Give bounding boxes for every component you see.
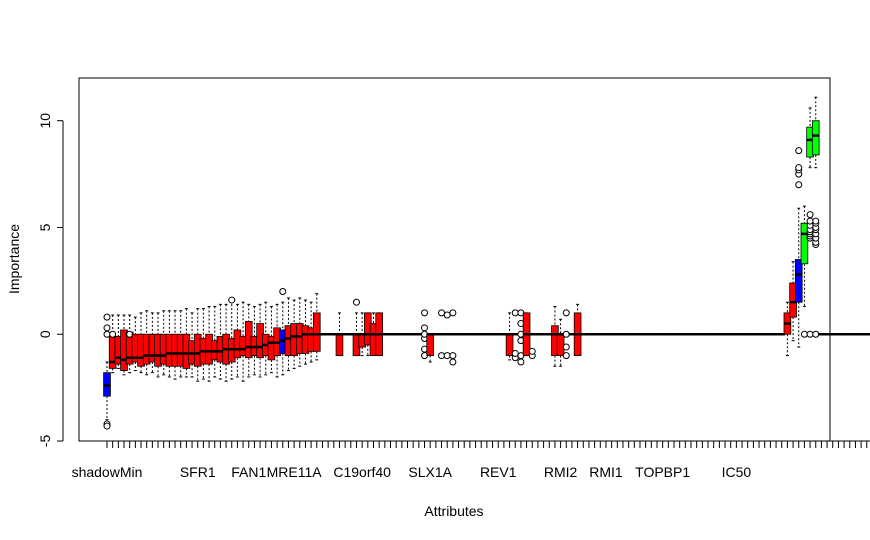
box-57	[426, 332, 434, 363]
box-123	[800, 205, 809, 338]
y-axis: -5 0 5 10	[37, 113, 64, 448]
box-75	[528, 332, 536, 360]
outlier-point	[806, 211, 814, 219]
outlier-point	[449, 358, 457, 366]
outlier-point	[562, 343, 570, 351]
outlier-point	[443, 352, 451, 360]
outlier-point	[352, 298, 360, 306]
outlier-point	[438, 309, 446, 317]
box-18	[205, 305, 213, 382]
box-122	[794, 147, 803, 348]
outlier-point	[795, 147, 803, 155]
outlier-point	[812, 330, 820, 338]
outlier-point	[449, 352, 457, 360]
x-tick-label: shadowMin	[72, 464, 143, 480]
y-tick-label: 0	[37, 330, 53, 338]
x-tick-label: RMI1	[589, 464, 623, 480]
x-tick-label: FAN1	[231, 464, 266, 480]
outlier-point	[806, 217, 814, 225]
y-tick-label: 5	[37, 223, 53, 231]
outlier-point	[103, 422, 111, 430]
box-body	[811, 120, 820, 156]
outlier-point	[103, 324, 111, 332]
box-body	[335, 333, 344, 356]
plot-layer	[103, 96, 870, 430]
outlier-point	[421, 324, 429, 332]
outlier-point	[228, 296, 236, 304]
outlier-point	[795, 181, 803, 189]
box-24	[239, 301, 247, 382]
outlier-point	[517, 358, 525, 366]
box-37	[312, 293, 321, 361]
x-tick-label: C19orf40	[333, 464, 391, 480]
outlier-point	[511, 349, 519, 357]
box-125	[811, 96, 820, 338]
x-axis: shadowMin SFR1 FAN1 MRE11A C19orf40 SLX1A REV1…	[72, 440, 870, 480]
outlier-point	[511, 309, 519, 317]
outlier-point	[562, 330, 570, 338]
box-41	[335, 312, 344, 357]
box-7	[142, 310, 151, 376]
x-tick-label: SLX1A	[408, 464, 452, 480]
box-124	[806, 107, 814, 338]
box-61	[449, 309, 457, 366]
box-22	[227, 296, 236, 380]
outlier-point	[562, 309, 570, 317]
outlier-point	[528, 347, 536, 355]
x-tick-label: RMI2	[544, 464, 578, 480]
box-71	[505, 312, 514, 361]
outlier-point	[443, 311, 451, 319]
outlier-point	[109, 330, 117, 338]
y-tick-label: -5	[37, 435, 53, 448]
outlier-point	[449, 309, 457, 317]
box-body	[556, 333, 565, 356]
outlier-point	[806, 330, 814, 338]
box-120	[783, 301, 792, 357]
x-tick-label: IC50	[722, 464, 752, 480]
y-tick-label: 10	[37, 113, 53, 129]
box-17	[199, 308, 208, 380]
outlier-point	[421, 309, 429, 317]
box-81	[562, 309, 570, 360]
outlier-point	[795, 164, 803, 172]
y-axis-title: Importance	[6, 224, 22, 294]
box-body	[794, 259, 803, 303]
x-tick-label: MRE11A	[267, 464, 323, 480]
x-tick-label: TOPBP1	[635, 464, 690, 480]
outlier-point	[562, 352, 570, 360]
x-tick-label: SFR1	[180, 464, 216, 480]
outlier-point	[812, 217, 820, 225]
outlier-point	[438, 352, 446, 360]
x-tick-label: REV1	[480, 464, 517, 480]
outlier-point	[800, 330, 808, 338]
x-axis-title: Attributes	[424, 503, 483, 519]
box-body	[312, 312, 321, 352]
box-45	[358, 312, 366, 357]
outlier-point	[279, 288, 287, 296]
box-body	[800, 222, 809, 265]
outlier-point	[103, 313, 111, 321]
box-body	[426, 333, 434, 356]
